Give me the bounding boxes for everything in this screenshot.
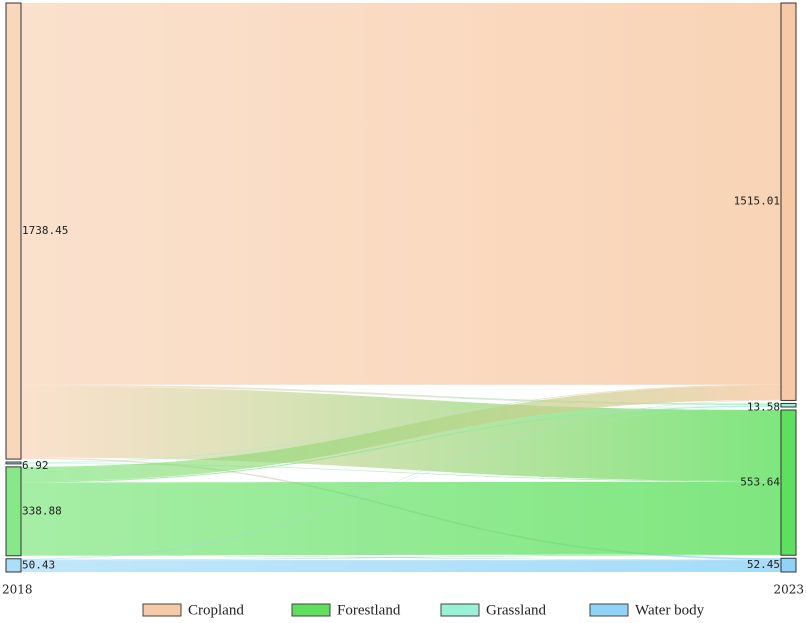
node-value: 338.88 [22,504,62,517]
flow-link [21,399,781,560]
node-value: 50.43 [22,558,55,571]
flow-link [21,555,781,561]
flow-link [21,384,781,406]
flow-link [21,481,781,556]
node [780,557,797,573]
node [780,2,797,401]
node [5,461,22,465]
legend-label: Forestland [337,602,401,618]
node-value: 6.92 [22,459,49,472]
flow-link [21,463,781,482]
flow-link [21,406,781,560]
flow-link [21,384,781,463]
node-value: 553.64 [740,476,780,489]
node [780,402,797,408]
legend-label: Cropland [188,602,244,618]
stage-label: 2023 [773,583,804,597]
legend-swatch [440,603,480,617]
node [5,2,22,460]
node-value: 13.58 [747,400,780,413]
links [21,3,781,572]
node-value: 1515.01 [734,195,780,208]
flow-link [21,385,781,482]
node-value: 1738.45 [22,224,68,237]
stage-label: 2018 [2,583,33,597]
flow-link [21,405,781,483]
legend-swatch [142,603,182,617]
node-value: 52.45 [747,558,780,571]
legend-swatch [589,603,629,617]
flow-link [21,3,781,385]
node [5,558,22,573]
legend-swatch [291,603,331,617]
legend-label: Grassland [486,602,546,618]
legend-label: Water body [635,602,705,618]
flow-link [21,560,781,572]
node [780,409,797,556]
node [5,466,22,557]
flow-link [21,554,781,561]
